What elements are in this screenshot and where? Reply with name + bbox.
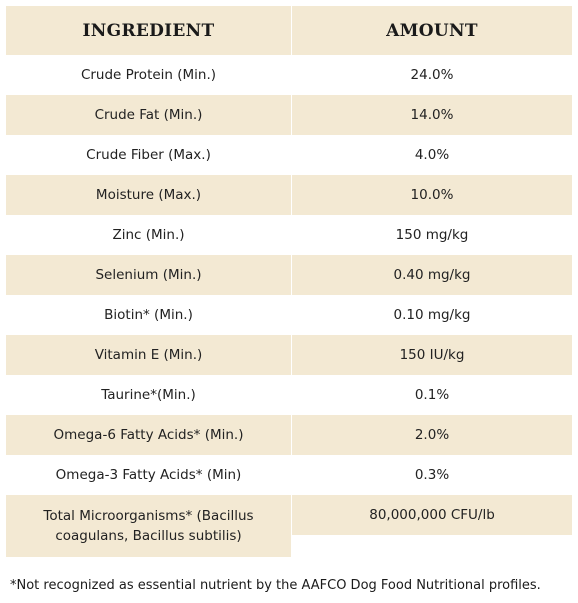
amount-cell-wrapper: 80,000,000 CFU/lb (292, 495, 572, 557)
ingredient-cell: Moisture (Max.) (6, 175, 291, 215)
table-row: Selenium (Min.) 0.40 mg/kg (6, 255, 572, 295)
ingredient-cell: Taurine*(Min.) (101, 387, 196, 403)
nutrient-table: INGREDIENT AMOUNT Crude Protein (Min.) 2… (6, 6, 572, 557)
amount-cell: 10.0% (292, 175, 572, 215)
table-header-row: INGREDIENT AMOUNT (6, 6, 572, 55)
table-row: Crude Fat (Min.) 14.0% (6, 95, 572, 135)
amount-cell: 4.0% (414, 147, 450, 163)
amount-cell: 2.0% (292, 415, 572, 455)
table-row: Vitamin E (Min.) 150 IU/kg (6, 335, 572, 375)
table-row: Taurine*(Min.) 0.1% (6, 375, 572, 415)
ingredient-cell: Total Microorganisms* (Bacillus coagulan… (6, 495, 291, 557)
table-row: Total Microorganisms* (Bacillus coagulan… (6, 495, 572, 557)
amount-cell: 150 mg/kg (395, 227, 469, 243)
ingredient-cell: Vitamin E (Min.) (6, 335, 291, 375)
table-row: Crude Fiber (Max.) 4.0% (6, 135, 572, 175)
amount-cell: 0.1% (414, 387, 450, 403)
ingredient-cell: Crude Fat (Min.) (6, 95, 291, 135)
amount-cell: 150 IU/kg (292, 335, 572, 375)
amount-cell: 24.0% (410, 67, 454, 83)
ingredient-cell: Crude Fiber (Max.) (86, 147, 211, 163)
table-row: Omega-6 Fatty Acids* (Min.) 2.0% (6, 415, 572, 455)
ingredient-cell: Crude Protein (Min.) (80, 67, 217, 83)
amount-cell: 80,000,000 CFU/lb (292, 495, 572, 535)
amount-column-header: AMOUNT (292, 6, 572, 55)
ingredient-column-header: INGREDIENT (6, 6, 291, 55)
table-row: Zinc (Min.) 150 mg/kg (6, 215, 572, 255)
ingredient-cell: Omega-6 Fatty Acids* (Min.) (6, 415, 291, 455)
table-row: Crude Protein (Min.) 24.0% (6, 55, 572, 95)
amount-cell: 14.0% (292, 95, 572, 135)
amount-cell: 0.40 mg/kg (292, 255, 572, 295)
ingredient-cell: Selenium (Min.) (6, 255, 291, 295)
table-row: Biotin* (Min.) 0.10 mg/kg (6, 295, 572, 335)
amount-cell: 0.10 mg/kg (393, 307, 471, 323)
amount-cell: 0.3% (414, 467, 450, 483)
ingredient-cell: Omega-3 Fatty Acids* (Min) (55, 467, 242, 483)
ingredient-cell: Zinc (Min.) (112, 227, 185, 243)
footnote: *Not recognized as essential nutrient by… (10, 578, 541, 593)
table-row: Omega-3 Fatty Acids* (Min) 0.3% (6, 455, 572, 495)
table-row: Moisture (Max.) 10.0% (6, 175, 572, 215)
ingredient-cell: Biotin* (Min.) (104, 307, 193, 323)
